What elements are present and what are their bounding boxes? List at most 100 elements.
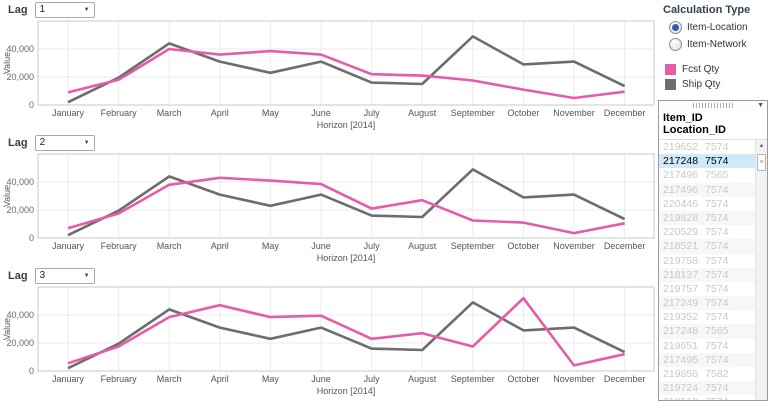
item-id: 219757: [663, 282, 699, 295]
item-id: 220529: [663, 226, 699, 239]
fcst-qty-line[interactable]: [67, 47, 625, 100]
x-tick-label: January: [52, 108, 85, 118]
item-list-row[interactable]: 219352 7574: [659, 310, 756, 324]
lag-3-dropdown[interactable]: 3 ▼: [34, 267, 95, 284]
legend-item-fcst-qty[interactable]: Fcst Qty: [665, 64, 768, 75]
x-tick-label: November: [553, 108, 595, 118]
location-id: 7574: [705, 211, 729, 224]
item-list-row[interactable]: 217496 7565: [659, 168, 756, 182]
location-id: 7574: [705, 155, 729, 168]
x-tick-label: August: [408, 108, 437, 118]
item-list-row[interactable]: 219757 7574: [659, 282, 756, 296]
item-list-row[interactable]: 219828 7574: [659, 210, 756, 226]
y-tick-label: 20,000: [6, 205, 34, 215]
item-id: 219352: [663, 311, 699, 324]
x-tick-label: September: [451, 108, 495, 118]
filter-menu-chevron-down-icon[interactable]: ▼: [757, 102, 764, 109]
lag-2-dropdown-value: 2: [39, 137, 46, 148]
item-list-row[interactable]: 219724 7574: [659, 381, 756, 396]
item-list-row[interactable]: 218137 7574: [659, 267, 756, 282]
x-tick-label: November: [553, 241, 595, 251]
ship-qty-line[interactable]: [67, 35, 626, 104]
right-panel: Calculation Type Item-Location Item-Netw…: [658, 0, 768, 401]
y-tick-label: 40,000: [6, 177, 34, 187]
lag-label: Lag: [8, 269, 28, 282]
radio-button-icon[interactable]: [669, 38, 682, 51]
x-tick-label: April: [211, 241, 229, 251]
x-tick-label: February: [101, 108, 138, 118]
x-tick-label: June: [311, 374, 331, 384]
x-tick-label: May: [262, 108, 280, 118]
lag-2-dropdown[interactable]: 2 ▼: [34, 134, 95, 151]
lag-label: Lag: [8, 136, 28, 149]
chevron-down-icon: ▼: [83, 139, 90, 146]
location-id: 7565: [705, 169, 729, 182]
item-id: 219651: [663, 339, 699, 352]
item-list-row[interactable]: 218521 7574: [659, 239, 756, 254]
lag-1-line-chart[interactable]: 0 20,000 40,000 January February March April Ma…: [0, 17, 658, 133]
plot-border: [37, 286, 655, 372]
x-tick-label: October: [507, 241, 539, 251]
x-tick-label: April: [211, 108, 229, 118]
item-list-row[interactable]: 219652 7574: [659, 140, 756, 154]
y-tick-label: 0: [29, 233, 34, 243]
y-axis-title: Value: [2, 185, 12, 207]
item-list-row[interactable]: 217495 7574: [659, 352, 756, 367]
item-list-scrollbar-track[interactable]: ▲ ≡: [755, 140, 767, 400]
ship-qty-line[interactable]: [67, 168, 626, 237]
item-list-row[interactable]: 217248 7574: [659, 154, 756, 169]
location-id: 7574: [705, 183, 729, 196]
x-tick-label: September: [451, 241, 495, 251]
location-id: 7574: [705, 297, 729, 310]
item-list-row[interactable]: 219651 7574: [659, 339, 756, 353]
radio-item-location-label: Item-Location: [687, 22, 748, 33]
item-id: 219724: [663, 382, 699, 395]
lag-1-dropdown[interactable]: 1 ▼: [34, 1, 95, 18]
item-id: 219758: [663, 254, 699, 267]
drag-handle-icon[interactable]: [693, 103, 733, 108]
location-id: 7574: [705, 197, 729, 210]
fcst-qty-line[interactable]: [67, 296, 625, 367]
item-list-row[interactable]: 217496 7574: [659, 182, 756, 197]
scrollbar-up-button[interactable]: ▲: [756, 140, 767, 151]
item-list-row[interactable]: 219856 7582: [659, 367, 756, 381]
y-tick-label: 0: [29, 366, 34, 376]
lag-2-line-chart[interactable]: 0 20,000 40,000 January February March April Ma…: [0, 150, 658, 266]
item-location-filter-card: ▼ Item_ID Location_ID 219652 7574 217248 75…: [658, 100, 768, 401]
item-list-row[interactable]: 220446 7574: [659, 197, 756, 211]
lag-3-line-chart[interactable]: 0 20,000 40,000 January February March April Ma…: [0, 283, 658, 399]
plot-border: [37, 20, 655, 106]
item-list-row[interactable]: 217249 7574: [659, 296, 756, 311]
x-tick-label: June: [311, 241, 331, 251]
radio-button-icon[interactable]: [669, 21, 682, 34]
item-list-row[interactable]: 219758 7574: [659, 254, 756, 268]
location-id: 7574: [705, 311, 729, 324]
ship-qty-swatch-icon: [665, 79, 676, 90]
item-list-row[interactable]: 217248 7565: [659, 324, 756, 339]
item-id: 219652: [663, 141, 699, 153]
filter-card-grip[interactable]: ▼: [659, 101, 767, 110]
item-list-header: Item_ID Location_ID: [659, 110, 767, 139]
item-id: 217249: [663, 297, 699, 310]
x-tick-label: February: [101, 241, 138, 251]
fcst-qty-line[interactable]: [67, 176, 625, 235]
item-id: 217248: [663, 155, 699, 168]
item-list-row[interactable]: 220529 7574: [659, 225, 756, 239]
scroll-up-arrow-icon: ▲: [758, 142, 765, 149]
legend-item-ship-qty[interactable]: Ship Qty: [665, 79, 768, 90]
radio-item-network[interactable]: Item-Network: [658, 36, 768, 53]
location-id: 7565: [705, 325, 729, 338]
ship-qty-line[interactable]: [67, 301, 626, 370]
x-tick-label: November: [553, 374, 595, 384]
y-tick-label: 20,000: [6, 338, 34, 348]
x-tick-label: April: [211, 374, 229, 384]
item-id: 218521: [663, 240, 699, 253]
lag-2-control-row: Lag 2 ▼: [0, 133, 658, 151]
x-tick-label: July: [364, 374, 381, 384]
item-list-row[interactable]: 218519 7574: [659, 395, 756, 400]
scrollbar-thumb[interactable]: ≡: [757, 154, 766, 171]
x-tick-label: June: [311, 108, 331, 118]
x-tick-label: January: [52, 241, 85, 251]
x-axis-title: Horizon [2014]: [317, 253, 376, 263]
radio-item-location[interactable]: Item-Location: [658, 19, 768, 36]
